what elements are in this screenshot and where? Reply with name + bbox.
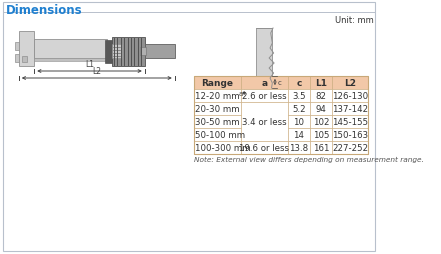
Bar <box>288 103 310 116</box>
Bar <box>241 103 288 141</box>
Bar <box>256 29 272 89</box>
Bar <box>310 103 333 116</box>
Bar <box>310 90 333 103</box>
Text: 19.6 or less: 19.6 or less <box>239 144 289 152</box>
Bar <box>288 129 310 141</box>
Text: 3.4 or less: 3.4 or less <box>242 118 287 126</box>
Bar <box>194 129 241 141</box>
Bar <box>333 103 368 116</box>
Bar <box>194 77 241 90</box>
Bar <box>34 40 107 59</box>
Bar <box>244 89 280 99</box>
Bar <box>22 57 27 63</box>
Text: 2.6 or less: 2.6 or less <box>242 92 287 101</box>
Bar <box>34 59 107 62</box>
Bar <box>333 77 368 90</box>
Text: 12-20 mm: 12-20 mm <box>195 92 240 101</box>
Bar <box>112 45 123 59</box>
Bar <box>288 141 310 154</box>
Text: Unit: mm: Unit: mm <box>335 16 374 25</box>
Bar <box>105 41 112 64</box>
Bar <box>333 116 368 129</box>
Text: 105: 105 <box>313 131 329 139</box>
Bar <box>310 116 333 129</box>
Bar <box>288 77 310 90</box>
Text: 10: 10 <box>293 118 304 126</box>
Bar <box>145 45 175 59</box>
Bar <box>310 129 333 141</box>
Text: 5.2: 5.2 <box>292 105 306 114</box>
FancyBboxPatch shape <box>3 3 375 251</box>
Bar <box>112 38 145 67</box>
Text: 94: 94 <box>316 105 327 114</box>
Bar <box>241 77 288 90</box>
Text: 126-130: 126-130 <box>332 92 368 101</box>
Bar <box>241 141 288 154</box>
Text: 13.8: 13.8 <box>289 144 309 152</box>
Bar <box>333 90 368 103</box>
Bar <box>288 90 310 103</box>
Bar <box>140 48 146 56</box>
Text: c: c <box>296 79 302 88</box>
Text: 161: 161 <box>313 144 329 152</box>
Text: 20-30 mm: 20-30 mm <box>195 105 240 114</box>
Text: a: a <box>261 79 267 88</box>
Bar <box>19 32 34 67</box>
Text: 145-155: 145-155 <box>332 118 368 126</box>
Text: 100-300 mm: 100-300 mm <box>195 144 251 152</box>
Text: Dimensions: Dimensions <box>6 4 82 17</box>
Bar <box>15 55 19 63</box>
Text: 150-163: 150-163 <box>332 131 368 139</box>
Text: c: c <box>277 80 281 86</box>
Text: 14: 14 <box>293 131 304 139</box>
Text: L2: L2 <box>344 79 356 88</box>
Text: L1: L1 <box>315 79 327 88</box>
Bar <box>288 116 310 129</box>
Text: Note: External view differs depending on measurement range.: Note: External view differs depending on… <box>194 156 423 163</box>
Bar <box>194 103 241 116</box>
Bar <box>194 116 241 129</box>
Text: 82: 82 <box>316 92 327 101</box>
Bar <box>310 77 333 90</box>
Text: L1: L1 <box>85 60 94 69</box>
Bar <box>310 141 333 154</box>
Bar <box>194 141 241 154</box>
Text: 30-50 mm: 30-50 mm <box>195 118 240 126</box>
Text: 50-100 mm: 50-100 mm <box>195 131 246 139</box>
Text: a: a <box>238 91 243 97</box>
Bar <box>244 77 256 89</box>
Bar <box>194 77 368 154</box>
Bar <box>194 90 241 103</box>
Text: 3.5: 3.5 <box>292 92 306 101</box>
Text: 137-142: 137-142 <box>332 105 368 114</box>
Bar <box>333 129 368 141</box>
Text: L2: L2 <box>92 67 101 76</box>
Text: Range: Range <box>201 79 233 88</box>
Text: 102: 102 <box>313 118 329 126</box>
Bar <box>15 43 19 51</box>
Text: 227-252: 227-252 <box>332 144 368 152</box>
Bar <box>241 90 288 103</box>
Bar <box>333 141 368 154</box>
